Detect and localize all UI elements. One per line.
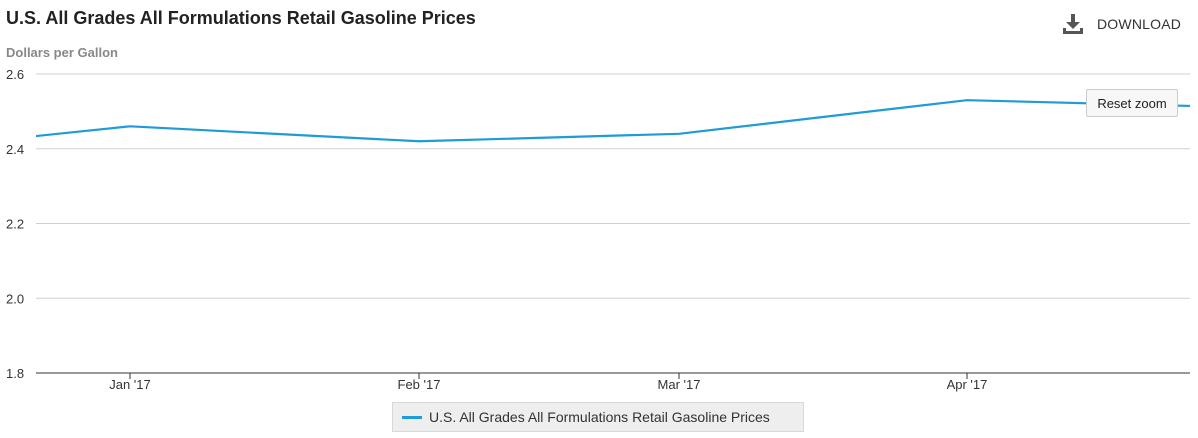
- y-axis-tick-labels: 1.8 2.0 2.2 2.4 2.6: [6, 67, 24, 381]
- download-button[interactable]: DOWNLOAD: [1062, 12, 1181, 36]
- y-tick-label: 2.2: [6, 217, 24, 232]
- series-layer[interactable]: [0, 98, 1198, 156]
- download-icon: [1062, 13, 1084, 35]
- legend-item-label: U.S. All Grades All Formulations Retail …: [429, 409, 770, 425]
- legend-swatch: [402, 415, 422, 419]
- x-tick-label: Mar '17: [658, 377, 701, 392]
- y-axis-unit-label: Dollars per Gallon: [6, 45, 118, 60]
- y-tick-label: 1.8: [6, 366, 24, 381]
- reset-zoom-button[interactable]: Reset zoom: [1086, 89, 1178, 117]
- x-tick-label: Feb '17: [398, 377, 441, 392]
- y-tick-label: 2.0: [6, 291, 24, 306]
- chart-title: U.S. All Grades All Formulations Retail …: [6, 8, 476, 28]
- legend[interactable]: U.S. All Grades All Formulations Retail …: [392, 402, 804, 432]
- y-tick-label: 2.4: [6, 142, 24, 157]
- x-axis-ticks: Jan '17 Feb '17 Mar '17 Apr '17: [109, 373, 987, 392]
- x-tick-label: Jan '17: [109, 377, 151, 392]
- grid-lines: [36, 73, 1190, 299]
- download-label: DOWNLOAD: [1097, 16, 1182, 32]
- x-tick-label: Apr '17: [947, 377, 988, 392]
- series-line[interactable]: [0, 99, 1198, 156]
- y-tick-label: 2.6: [6, 67, 24, 82]
